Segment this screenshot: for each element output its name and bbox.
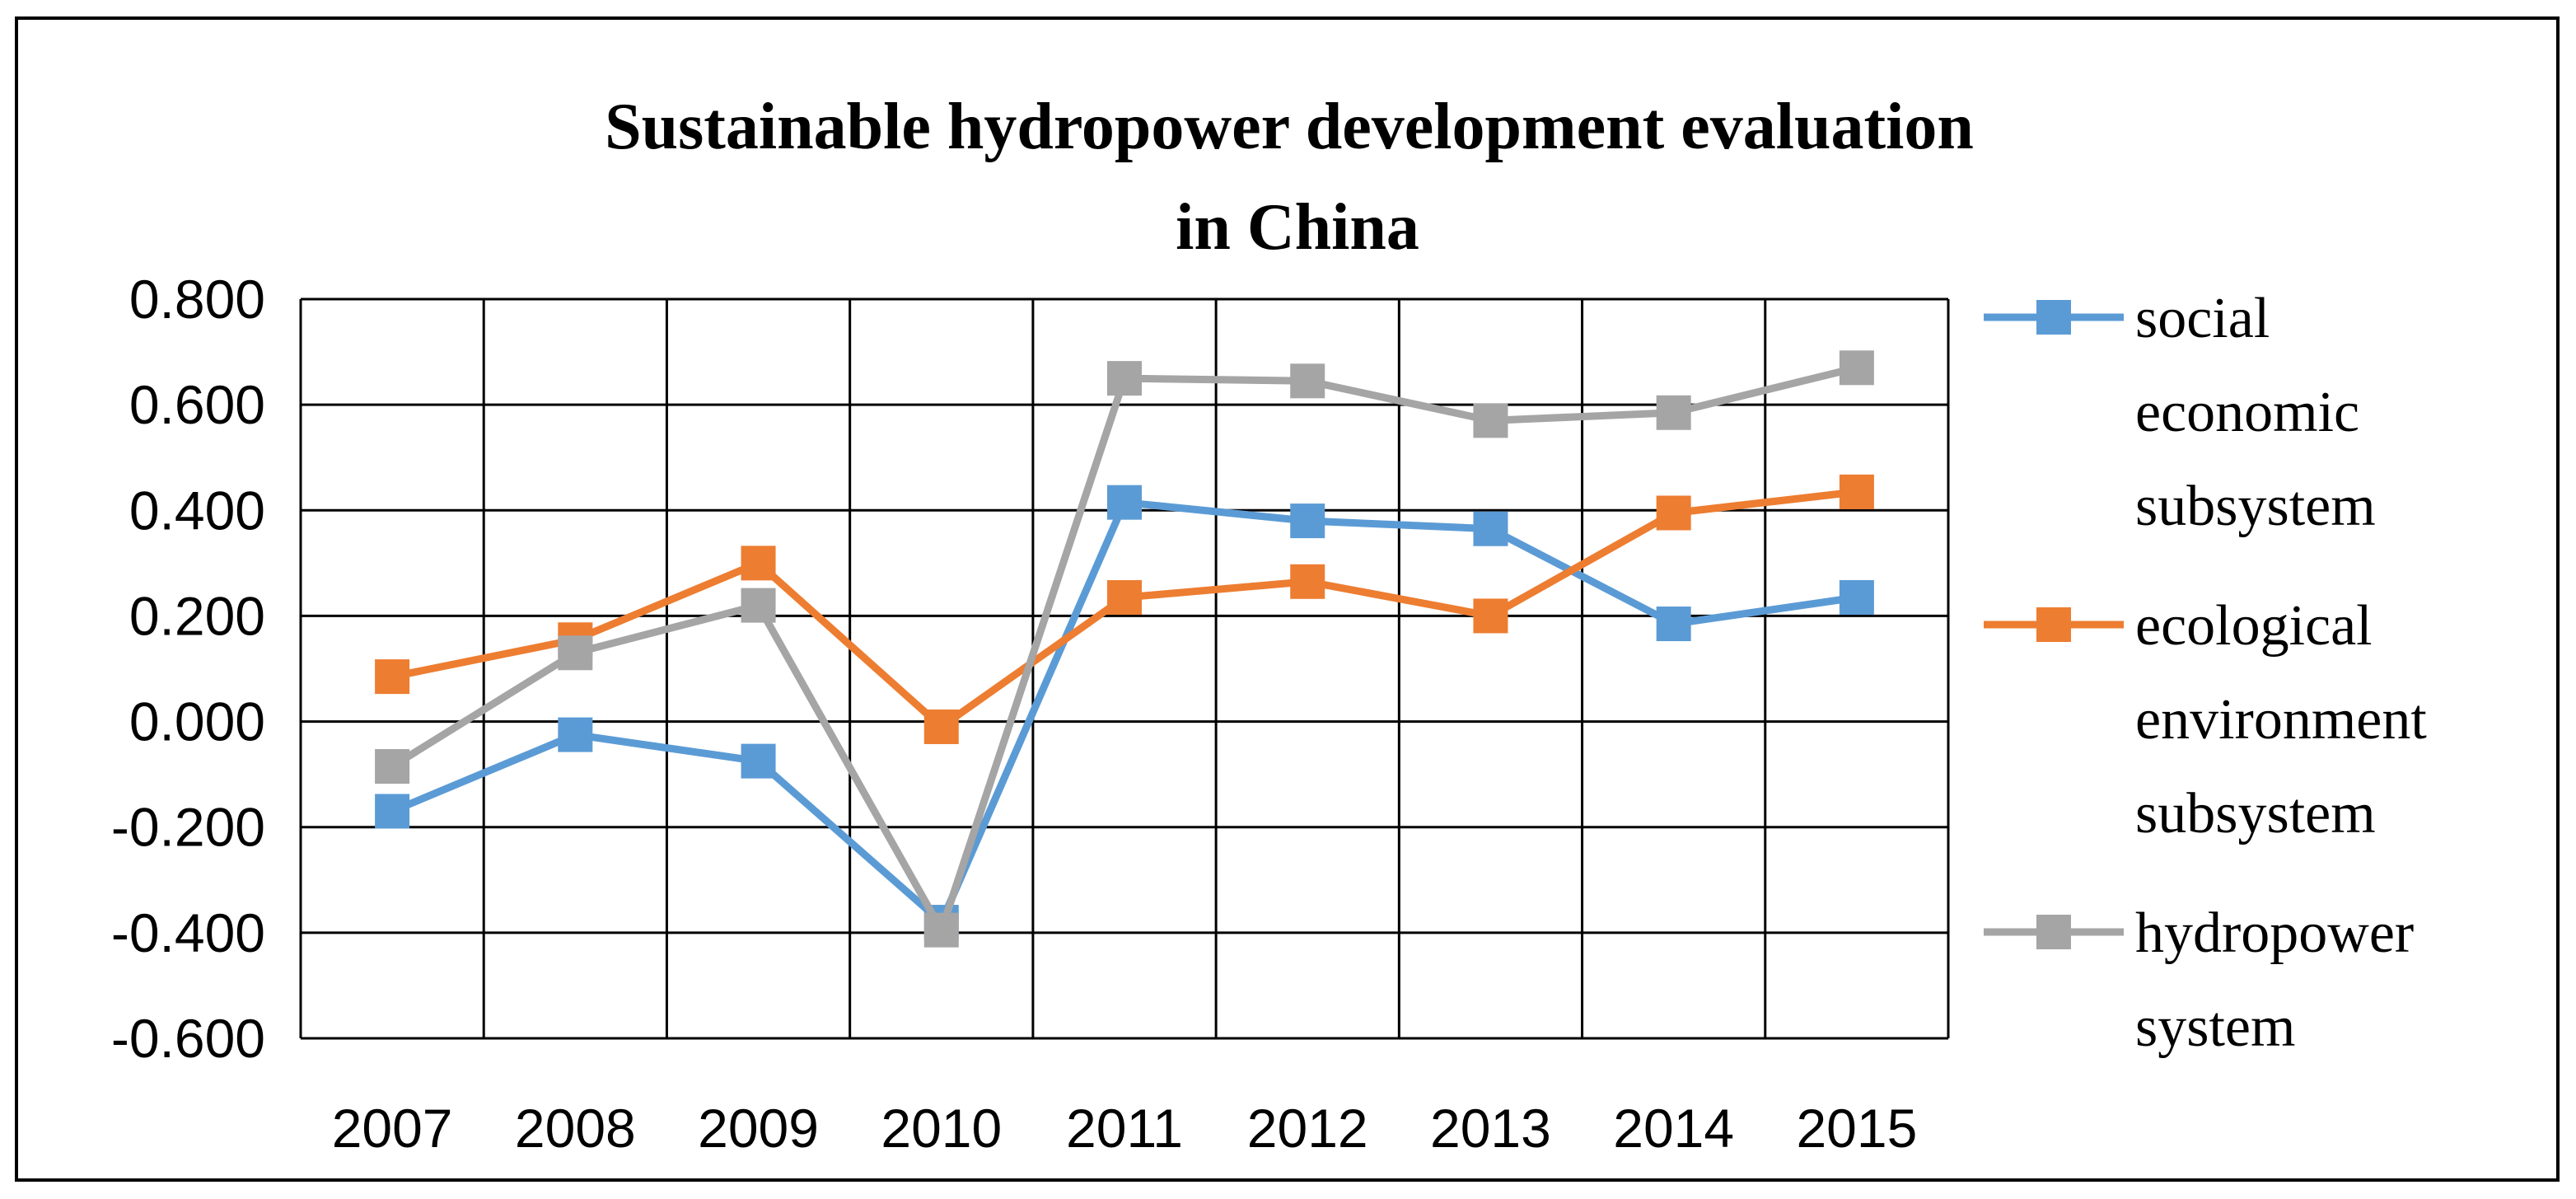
legend-label: system xyxy=(2135,995,2295,1059)
y-tick-label: 0.600 xyxy=(129,374,265,435)
data-point-marker xyxy=(1290,363,1325,399)
series-1 xyxy=(375,485,1874,940)
data-point-marker xyxy=(1656,395,1691,430)
data-point-marker xyxy=(923,709,959,744)
x-tick-label: 2007 xyxy=(332,1098,453,1159)
data-point-marker xyxy=(1290,564,1325,599)
chart-title-line-1: Sustainable hydropower development evalu… xyxy=(605,91,1974,163)
data-point-marker xyxy=(375,659,410,695)
plot-grid xyxy=(299,297,1950,1040)
legend-label: economic xyxy=(2135,381,2359,444)
y-tick-label: 0.800 xyxy=(129,269,265,330)
y-axis-tick-labels: 0.800 0.600 0.400 0.200 0.000 -0.200 -0.400 -0.… xyxy=(111,269,265,1069)
x-tick-label: 2013 xyxy=(1430,1098,1551,1159)
legend-item-1: social economic subsystem xyxy=(1984,287,2376,538)
legend-marker xyxy=(2036,300,2071,335)
legend-label: subsystem xyxy=(2135,782,2376,845)
y-tick-label: 0.400 xyxy=(129,480,265,541)
data-series xyxy=(375,350,1874,948)
legend-label: subsystem xyxy=(2135,475,2376,538)
data-point-marker xyxy=(1473,598,1508,634)
series-2 xyxy=(375,474,1874,744)
x-tick-label: 2010 xyxy=(881,1098,1002,1159)
data-point-marker xyxy=(1656,495,1691,531)
x-tick-label: 2014 xyxy=(1613,1098,1734,1159)
data-point-marker xyxy=(1839,580,1874,616)
y-tick-label: -0.400 xyxy=(111,902,265,963)
legend-label: ecological xyxy=(2135,594,2373,658)
legend-marker xyxy=(2036,607,2071,642)
y-tick-label: -0.600 xyxy=(111,1008,265,1069)
legend-label: social xyxy=(2135,287,2270,350)
data-point-marker xyxy=(741,743,776,779)
data-point-marker xyxy=(1107,485,1142,520)
data-point-marker xyxy=(1839,350,1874,386)
chart-frame xyxy=(15,16,2560,1182)
y-tick-label: 0.200 xyxy=(129,585,265,646)
data-point-marker xyxy=(741,588,776,623)
legend-label: environment xyxy=(2135,688,2427,752)
legend: social economic subsystem ecological environ… xyxy=(1984,287,2427,1059)
data-point-marker xyxy=(1473,511,1508,546)
series-3 xyxy=(375,350,1874,948)
x-tick-label: 2011 xyxy=(1066,1098,1183,1159)
data-point-marker xyxy=(558,635,593,671)
legend-item-2: ecological environment subsystem xyxy=(1984,594,2427,845)
x-tick-label: 2009 xyxy=(698,1098,819,1159)
legend-marker xyxy=(2036,915,2071,949)
legend-item-3: hydropower system xyxy=(1984,902,2414,1059)
data-point-marker xyxy=(375,749,410,785)
x-axis-tick-labels: 2007 2008 2009 2010 2011 2012 2013 2014 2015 xyxy=(332,1098,1918,1159)
data-point-marker xyxy=(1473,403,1508,438)
x-tick-label: 2015 xyxy=(1796,1098,1917,1159)
chart-title-line-2: in China xyxy=(1176,191,1419,264)
x-tick-label: 2012 xyxy=(1247,1098,1368,1159)
data-point-marker xyxy=(1107,580,1142,616)
y-tick-label: 0.000 xyxy=(129,691,265,752)
data-point-marker xyxy=(375,794,410,829)
legend-label: hydropower xyxy=(2135,902,2414,965)
data-point-marker xyxy=(558,717,593,752)
data-point-marker xyxy=(741,546,776,581)
y-tick-label: -0.200 xyxy=(111,797,265,858)
x-tick-label: 2008 xyxy=(515,1098,636,1159)
data-point-marker xyxy=(1107,361,1142,396)
data-point-marker xyxy=(1839,474,1874,509)
data-point-marker xyxy=(1290,503,1325,539)
data-point-marker xyxy=(923,912,959,948)
data-point-marker xyxy=(1656,607,1691,642)
